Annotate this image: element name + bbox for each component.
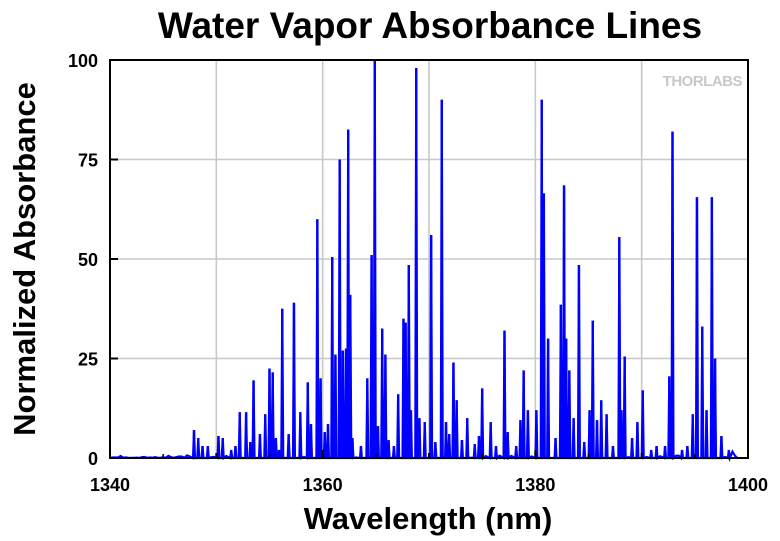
x-tick-labels: 1340 1360 1380 1400 (90, 475, 768, 495)
thorlabs-logo: THORLABS (663, 73, 743, 90)
x-tick-label: 1400 (728, 475, 768, 495)
y-tick-label: 50 (78, 250, 98, 270)
y-tick-labels: 0 25 50 75 100 (68, 51, 98, 469)
y-tick-label: 100 (68, 51, 98, 71)
x-tick-label: 1380 (515, 475, 555, 495)
x-tick-label: 1360 (303, 475, 343, 495)
chart-title: Water Vapor Absorbance Lines (158, 5, 702, 46)
y-tick-label: 75 (78, 151, 98, 171)
axis-ticks (109, 59, 749, 459)
y-tick-label: 25 (78, 350, 98, 370)
y-axis-label: Normalized Absorbance (7, 82, 42, 436)
y-tick-label: 0 (88, 449, 98, 469)
grid-lines (110, 60, 748, 458)
absorbance-series (109, 59, 739, 463)
x-axis-label: Wavelength (nm) (304, 501, 553, 536)
x-tick-label: 1340 (90, 475, 130, 495)
